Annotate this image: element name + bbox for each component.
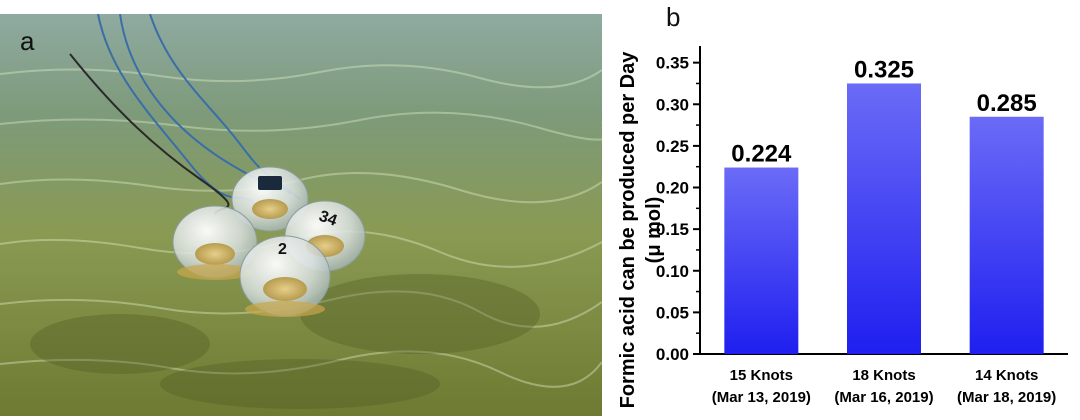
y-tick-label: 0.30 bbox=[656, 95, 689, 114]
bars bbox=[724, 83, 1044, 354]
data-label: 0.325 bbox=[854, 56, 914, 83]
dome-device bbox=[172, 205, 258, 280]
data-label: 0.224 bbox=[731, 141, 792, 168]
formic-acid-bar-chart: b Formic acid can be produced per Day (μ … bbox=[617, 2, 1068, 409]
bar bbox=[969, 116, 1044, 354]
y-tick-label: 0.20 bbox=[656, 179, 689, 198]
device-mark: 2 bbox=[278, 241, 287, 258]
y-tick-label: 0.25 bbox=[656, 137, 689, 156]
x-category-label: 14 Knots bbox=[975, 367, 1038, 384]
y-tick-label: 0.00 bbox=[656, 345, 689, 364]
dome-device: 2 bbox=[239, 235, 331, 317]
device-mark: 34 bbox=[317, 208, 340, 230]
y-tick-label: 0.15 bbox=[656, 220, 689, 239]
field-photo: 34 2 a bbox=[0, 14, 602, 416]
x-category-label: 18 Knots bbox=[852, 367, 915, 384]
x-category-labels: 15 Knots (Mar 13, 2019) 18 Knots (Mar 16, 2… bbox=[712, 367, 1057, 406]
y-ticks: 0.00 0.05 0.10 0.15 0.20 0.25 0.30 0.35 bbox=[656, 54, 700, 364]
x-category-label: 15 Knots bbox=[730, 367, 793, 384]
dome-device bbox=[231, 166, 309, 232]
data-labels: 0.224 0.325 0.285 bbox=[731, 56, 1036, 167]
y-tick-label: 0.05 bbox=[656, 303, 689, 322]
x-category-label: (Mar 16, 2019) bbox=[834, 389, 933, 406]
y-tick-label: 0.35 bbox=[656, 54, 689, 73]
bar bbox=[847, 83, 921, 354]
panel-b-label: b bbox=[666, 2, 680, 32]
seabed-shadows bbox=[30, 274, 540, 409]
x-category-label: (Mar 18, 2019) bbox=[957, 389, 1056, 406]
y-axis-title-line: Formic acid can be produced per Day bbox=[617, 51, 639, 409]
x-category-label: (Mar 13, 2019) bbox=[712, 389, 811, 406]
y-tick-label: 0.10 bbox=[656, 262, 689, 281]
y-axis-title: Formic acid can be produced per Day (μ mo… bbox=[617, 51, 665, 409]
data-label: 0.285 bbox=[977, 90, 1037, 117]
panel-a-label: a bbox=[20, 26, 35, 56]
bar bbox=[724, 167, 799, 354]
y-axis-title-line: (μ mol) bbox=[643, 197, 665, 264]
